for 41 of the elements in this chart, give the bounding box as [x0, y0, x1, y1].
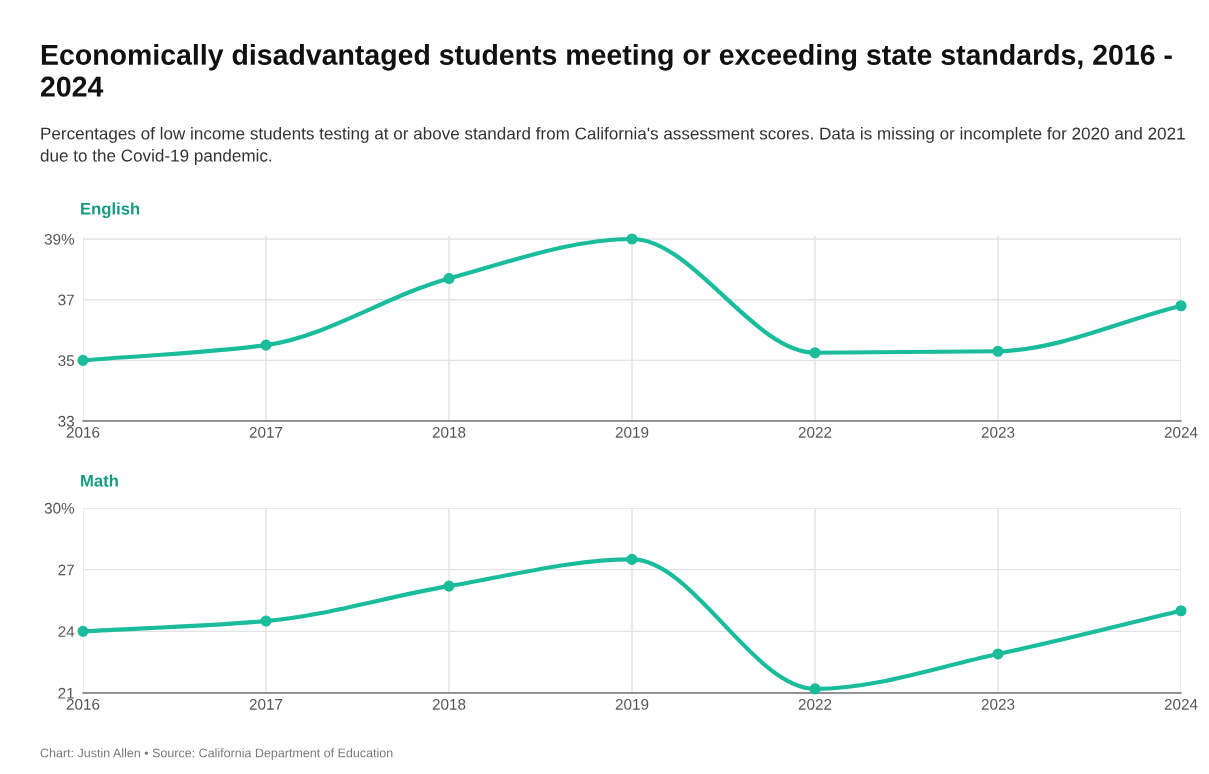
- chart-subtitle: Percentages of low income students testing at or above standard from California's assessment scores. Data is missing or incomplete for 2020 and 2021 due to the Covid-19 pandemic.: [40, 127, 1185, 166]
- point: [77, 625, 89, 637]
- y-axis-title: English: [81, 202, 140, 218]
- x-tick-label: 2017: [249, 698, 283, 710]
- text: Chart: Justin Allen • Source: California Department of Education: [40, 748, 393, 760]
- y-tick-label: 27: [58, 564, 74, 576]
- point: [992, 648, 1004, 660]
- x-tick-label: 2023: [981, 426, 1015, 438]
- y-tick-label: 37: [58, 294, 74, 306]
- y-tick-label: 30%: [44, 502, 75, 514]
- x-tick-label: 2018: [432, 698, 466, 710]
- point: [992, 345, 1004, 357]
- x-tick-label: 2016: [66, 426, 100, 438]
- x-tick-label: 2019: [615, 698, 649, 710]
- y-tick-label: 33: [58, 415, 74, 427]
- y-tick-label: 35: [58, 355, 75, 367]
- point: [1175, 605, 1187, 617]
- point: [809, 683, 821, 695]
- point: [809, 347, 821, 359]
- y-tick-label: 21: [58, 687, 74, 699]
- x-tick-label: 2022: [798, 426, 832, 438]
- point: [77, 354, 89, 366]
- point: [443, 272, 455, 285]
- chart-title: Economically disadvantaged students meeting or exceeding state standards, 2016 - 2024: [40, 44, 1172, 97]
- x-tick-label: 2017: [249, 426, 283, 438]
- x-tick-label: 2016: [66, 698, 100, 710]
- point: [260, 339, 272, 351]
- x-tick-label: 2024: [1164, 426, 1198, 438]
- point: [260, 615, 272, 627]
- point: [626, 553, 638, 565]
- x-tick-label: 2023: [981, 698, 1015, 710]
- x-tick-label: 2022: [798, 698, 832, 710]
- y-axis-title: Math: [81, 474, 118, 487]
- x-tick-label: 2018: [432, 426, 466, 438]
- y-tick-label: 24: [58, 626, 75, 637]
- x-tick-label: 2019: [615, 426, 649, 438]
- x-tick-label: 2024: [1164, 698, 1198, 710]
- point: [1175, 300, 1187, 312]
- point: [626, 233, 638, 245]
- point: [443, 580, 455, 592]
- y-tick-label: 39%: [44, 233, 75, 245]
